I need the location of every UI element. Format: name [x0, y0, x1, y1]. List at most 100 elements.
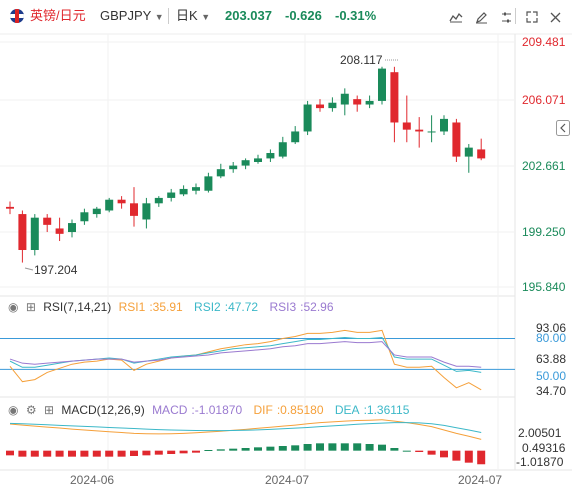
candle-body: [328, 102, 337, 109]
macd-tick: 2.00501: [518, 426, 562, 440]
candle-body: [167, 192, 176, 198]
candle-body: [340, 93, 349, 105]
macd-histogram-bar: [80, 450, 89, 457]
draw-button[interactable]: [471, 7, 491, 27]
macd-tick: 0.49316: [522, 441, 566, 455]
candle-body: [241, 160, 250, 166]
macd-histogram-bar: [179, 450, 188, 454]
candle-body: [303, 104, 312, 132]
macd-histogram-bar: [105, 450, 114, 457]
candle-body: [80, 212, 89, 222]
expand-button[interactable]: [522, 7, 542, 27]
macd-histogram-bar: [440, 450, 448, 458]
candle-body: [390, 72, 399, 123]
rsi-header: ◉ ⊞ RSI(7,14,21) RSI1:35.91 RSI2:47.72 R…: [8, 300, 342, 314]
chart-header: 英镑/日元 GBPJPY ▼ 日K ▼ 203.037 -0.626 -0.31…: [0, 0, 572, 34]
candle-body: [266, 153, 275, 159]
macd-histogram-bar: [340, 443, 349, 451]
candle-body: [154, 197, 163, 204]
macd-histogram-bar: [229, 448, 238, 451]
macd-histogram-bar: [328, 443, 337, 451]
time-axis: 2024-06 2024-07 2024-07: [70, 473, 502, 487]
chevron-down-icon: ▼: [154, 12, 164, 22]
macd-histogram-bar: [204, 450, 213, 451]
rsi-settings-button[interactable]: ⊞: [25, 300, 36, 314]
macd-histogram-bar: [402, 450, 411, 452]
rsi-line: [9, 341, 482, 368]
settings-button[interactable]: [496, 7, 516, 27]
rsi-panel: [0, 329, 515, 391]
settings-icon: [501, 12, 511, 22]
close-button[interactable]: [545, 7, 565, 27]
candle-body: [254, 158, 262, 162]
low-annotation: 197.204: [34, 263, 78, 277]
symbol-selector[interactable]: GBPJPY ▼: [100, 7, 164, 26]
candle-body: [477, 149, 486, 159]
candle-body: [43, 217, 52, 225]
area-chart-icon: [449, 12, 463, 23]
macd-histogram-bar: [353, 443, 362, 451]
candle-body: [229, 165, 238, 170]
macd-histogram-bar: [55, 450, 64, 457]
macd-histogram-bar: [378, 444, 386, 451]
macd-histogram-bar: [192, 450, 200, 453]
macd-histogram-bar: [216, 449, 225, 451]
rsi3-legend: RSI3:52.96: [269, 300, 334, 314]
area-chart-button[interactable]: [446, 7, 466, 27]
macd-histogram-bar: [167, 450, 176, 454]
macd-histogram-bar: [130, 450, 138, 456]
candle-body: [105, 199, 114, 211]
macd-histogram-bar: [68, 450, 76, 457]
side-panel-button[interactable]: [556, 120, 570, 136]
macd-histogram-bar: [142, 450, 151, 456]
eye-icon[interactable]: ◉: [8, 300, 19, 314]
macd-line: [9, 419, 482, 440]
macd-histogram-bar: [266, 446, 275, 451]
timeframe-selector[interactable]: 日K ▼: [176, 7, 210, 26]
rsi-tick: 63.88: [536, 352, 566, 366]
macd-title: MACD(12,26,9): [61, 403, 145, 417]
candle-body: [316, 104, 324, 109]
dea-legend: DEA:1.36115: [334, 403, 410, 417]
macd-histogram-bar: [464, 450, 473, 463]
candle-body: [452, 122, 461, 157]
close-icon: [550, 12, 560, 22]
candle-body: [216, 169, 225, 177]
macd-settings-button[interactable]: ⊞: [43, 403, 54, 417]
candle-body: [18, 214, 27, 251]
candle-body: [130, 203, 138, 216]
settings-gear-icon[interactable]: ⚙: [25, 403, 37, 417]
candle-body: [68, 223, 76, 233]
divider: [168, 8, 169, 24]
price-change-pct: -0.31%: [335, 8, 377, 23]
macd-histogram-bar: [291, 445, 300, 451]
candle-body: [291, 131, 300, 143]
macd-histogram-bar: [241, 448, 250, 451]
candle-body: [278, 142, 287, 157]
macd-histogram-bar: [6, 450, 14, 456]
macd-histogram-bar: [303, 444, 312, 451]
macd-tick: -1.01870: [516, 455, 564, 469]
candle-body: [6, 206, 14, 209]
price-change: -0.626: [285, 8, 322, 23]
macd-header: ◉ ⚙ ⊞ MACD(12,26,9) MACD:-1.01870 DIF:0.…: [8, 403, 417, 417]
candle-body: [464, 147, 473, 157]
macd-histogram-bar: [254, 447, 262, 451]
price-axis: 209.481 206.071 202.661 199.250 195.840: [522, 35, 566, 294]
rsi-tick: 50.00: [536, 369, 566, 383]
macd-histogram-bar: [452, 450, 461, 461]
candle-body: [365, 100, 374, 105]
candle-body: [142, 203, 151, 220]
candle-body: [415, 129, 424, 132]
macd-histogram-bar: [43, 450, 52, 457]
pair-name: 英镑/日元: [30, 8, 86, 23]
rsi-tick: 93.06: [536, 321, 566, 335]
macd-histogram-bar: [18, 450, 27, 457]
rsi-tick: 80.00: [536, 331, 566, 345]
rsi-line: [9, 329, 482, 391]
macd-histogram-bar: [477, 450, 486, 465]
eye-icon[interactable]: ◉: [8, 403, 19, 417]
candle-body: [378, 68, 386, 101]
time-tick: 2024-06: [70, 473, 114, 487]
